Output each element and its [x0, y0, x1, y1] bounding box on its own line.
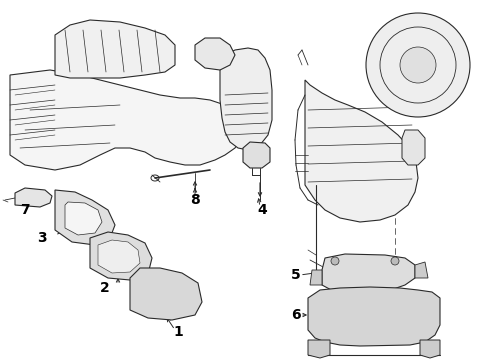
Polygon shape — [308, 340, 330, 358]
Polygon shape — [420, 340, 440, 358]
Polygon shape — [55, 20, 175, 78]
Polygon shape — [220, 48, 272, 150]
Polygon shape — [322, 254, 415, 292]
Text: 6: 6 — [291, 308, 301, 322]
Circle shape — [391, 257, 399, 265]
Polygon shape — [310, 270, 322, 285]
Polygon shape — [65, 202, 102, 235]
Polygon shape — [305, 80, 418, 222]
Polygon shape — [402, 130, 425, 165]
Polygon shape — [10, 70, 240, 170]
Polygon shape — [90, 232, 152, 280]
Circle shape — [366, 13, 470, 117]
Text: 4: 4 — [257, 203, 267, 217]
Text: 3: 3 — [37, 231, 47, 245]
Polygon shape — [55, 190, 115, 245]
Text: 7: 7 — [20, 203, 30, 217]
Polygon shape — [130, 268, 202, 320]
Polygon shape — [195, 38, 235, 70]
Text: 1: 1 — [173, 325, 183, 339]
Text: 5: 5 — [291, 268, 301, 282]
Polygon shape — [15, 188, 52, 207]
Circle shape — [400, 47, 436, 83]
Polygon shape — [98, 240, 140, 273]
Polygon shape — [308, 287, 440, 346]
Polygon shape — [415, 262, 428, 278]
Polygon shape — [243, 142, 270, 168]
Text: 8: 8 — [190, 193, 200, 207]
Circle shape — [331, 257, 339, 265]
Text: 2: 2 — [100, 281, 110, 295]
